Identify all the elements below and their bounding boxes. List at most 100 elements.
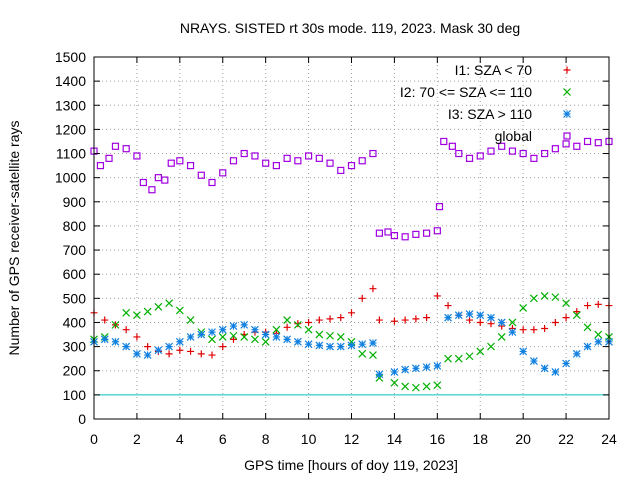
data-point bbox=[294, 320, 302, 328]
data-point bbox=[240, 149, 248, 158]
legend-marker bbox=[563, 88, 571, 96]
data-point bbox=[272, 333, 281, 341]
data-point bbox=[358, 349, 367, 358]
x-tick-label: 22 bbox=[558, 431, 574, 447]
data-point bbox=[390, 378, 399, 387]
data-point bbox=[594, 337, 603, 346]
data-point bbox=[573, 308, 581, 316]
data-point bbox=[358, 157, 366, 165]
data-point bbox=[304, 152, 313, 160]
data-point bbox=[440, 137, 448, 146]
legend-label: global bbox=[495, 128, 532, 144]
data-point bbox=[433, 227, 441, 235]
data-point bbox=[562, 314, 570, 322]
data-point bbox=[412, 315, 420, 323]
data-point bbox=[541, 325, 549, 332]
data-point bbox=[433, 381, 442, 390]
data-point bbox=[519, 304, 528, 312]
data-point bbox=[96, 162, 105, 170]
data-point bbox=[583, 342, 592, 351]
data-point bbox=[283, 335, 292, 344]
legend-label: I2: 70 <= SZA <= 110 bbox=[400, 84, 532, 100]
data-point bbox=[293, 320, 302, 329]
data-point bbox=[219, 169, 227, 177]
data-point bbox=[165, 342, 174, 351]
y-tick-label: 900 bbox=[63, 194, 87, 210]
data-point bbox=[423, 314, 431, 322]
data-point bbox=[111, 320, 120, 329]
y-axis-label: Number of GPS receiver-satellite rays bbox=[6, 121, 22, 356]
y-tick-label: 800 bbox=[63, 218, 87, 234]
y-tick-label: 700 bbox=[63, 242, 87, 258]
data-point bbox=[487, 313, 495, 322]
x-tick-label: 10 bbox=[301, 431, 317, 447]
data-point bbox=[186, 162, 195, 170]
data-point bbox=[487, 147, 495, 155]
data-point bbox=[369, 339, 377, 347]
data-point bbox=[208, 335, 216, 344]
data-point bbox=[358, 294, 366, 302]
data-point bbox=[375, 374, 384, 382]
series-3 bbox=[90, 137, 613, 241]
y-tick-label: 600 bbox=[63, 266, 87, 282]
data-point bbox=[390, 231, 399, 240]
x-tick-label: 8 bbox=[262, 431, 270, 447]
data-point bbox=[454, 311, 463, 320]
data-point bbox=[465, 310, 474, 318]
data-point bbox=[133, 333, 141, 341]
data-point bbox=[444, 354, 452, 363]
data-point bbox=[508, 147, 517, 155]
data-point bbox=[336, 342, 345, 351]
data-layer bbox=[90, 137, 613, 392]
data-point bbox=[358, 340, 367, 349]
y-tick-label: 1500 bbox=[55, 49, 86, 65]
data-point bbox=[508, 328, 517, 337]
x-tick-label: 16 bbox=[430, 431, 446, 447]
legend-label: I1: SZA < 70 bbox=[455, 62, 533, 78]
data-point bbox=[519, 347, 528, 356]
x-tick-label: 0 bbox=[90, 431, 98, 447]
data-point bbox=[444, 313, 452, 322]
data-point bbox=[540, 291, 549, 300]
data-point bbox=[261, 337, 270, 346]
data-point bbox=[240, 320, 249, 329]
data-point bbox=[551, 318, 559, 326]
data-point bbox=[594, 300, 602, 308]
data-point bbox=[530, 326, 538, 334]
data-point bbox=[208, 178, 216, 187]
data-point bbox=[219, 343, 227, 351]
data-point bbox=[337, 166, 345, 175]
data-point bbox=[375, 316, 383, 324]
x-tick-label: 18 bbox=[472, 431, 488, 447]
data-point bbox=[304, 325, 313, 334]
data-point bbox=[476, 318, 484, 326]
data-point bbox=[262, 159, 270, 167]
data-point bbox=[139, 178, 147, 187]
data-point bbox=[167, 159, 175, 167]
data-point bbox=[283, 316, 292, 324]
data-point bbox=[229, 335, 237, 343]
y-tick-label: 200 bbox=[63, 363, 87, 379]
data-point bbox=[283, 323, 291, 331]
data-point bbox=[154, 346, 163, 355]
data-point bbox=[144, 343, 152, 351]
data-point bbox=[455, 149, 463, 158]
data-point bbox=[435, 203, 444, 211]
data-point bbox=[375, 229, 383, 237]
data-point bbox=[422, 382, 431, 391]
y-tick-label: 0 bbox=[78, 411, 86, 427]
data-point bbox=[100, 335, 109, 344]
data-point bbox=[487, 342, 495, 351]
data-point bbox=[315, 341, 324, 350]
data-point bbox=[122, 308, 131, 317]
data-point bbox=[197, 350, 205, 358]
data-point bbox=[401, 316, 409, 324]
y-tick-label: 100 bbox=[63, 387, 87, 403]
data-point bbox=[454, 354, 463, 363]
data-point bbox=[315, 154, 323, 162]
y-tick-label: 1100 bbox=[56, 146, 86, 162]
data-point bbox=[326, 331, 334, 340]
data-point bbox=[175, 306, 184, 315]
